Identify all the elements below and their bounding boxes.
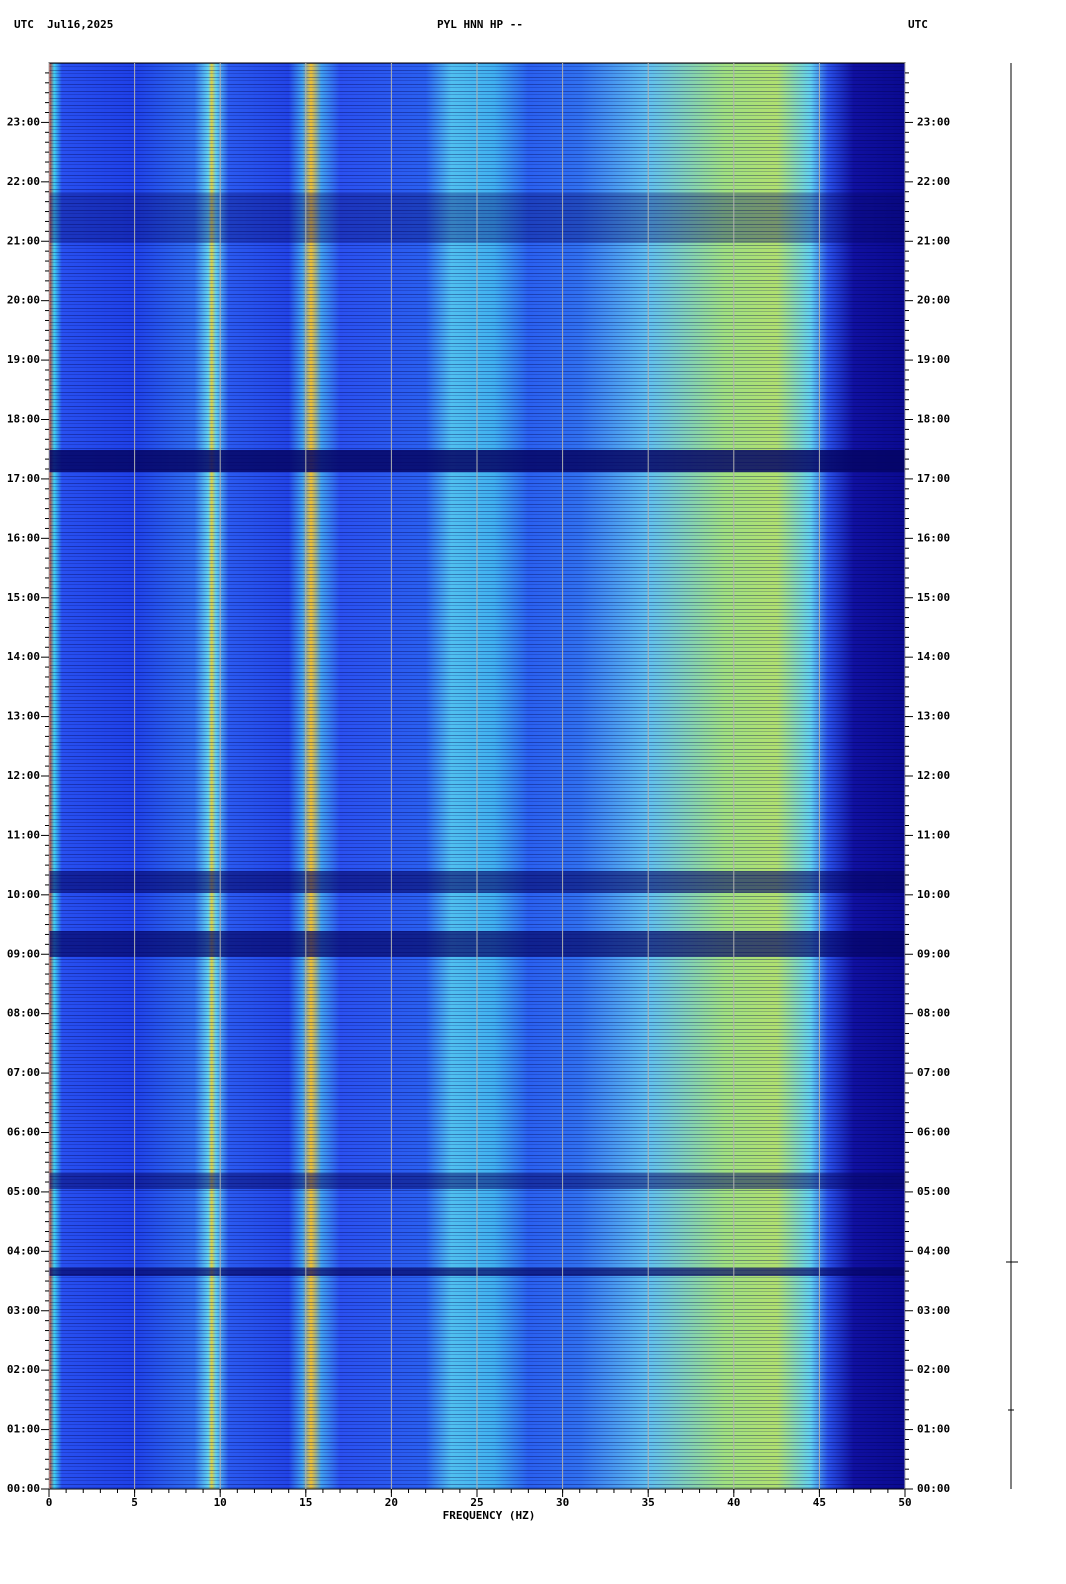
y-tick-label: 09:00 bbox=[7, 947, 40, 960]
y-tick-label: 16:00 bbox=[7, 531, 40, 544]
y-tick-label-right: 07:00 bbox=[917, 1066, 950, 1079]
y-tick-label: 14:00 bbox=[7, 650, 40, 663]
y-tick-label-right: 00:00 bbox=[917, 1482, 950, 1495]
y-tick-label-right: 02:00 bbox=[917, 1363, 950, 1376]
y-tick-label-right: 18:00 bbox=[917, 413, 950, 426]
x-tick-label: 20 bbox=[385, 1496, 398, 1509]
y-tick-label: 12:00 bbox=[7, 769, 40, 782]
y-tick-label-right: 08:00 bbox=[917, 1007, 950, 1020]
x-tick-label: 35 bbox=[642, 1496, 655, 1509]
y-tick-label: 08:00 bbox=[7, 1007, 40, 1020]
y-tick-label-right: 23:00 bbox=[917, 115, 950, 128]
y-tick-label-right: 20:00 bbox=[917, 294, 950, 307]
y-tick-label-right: 04:00 bbox=[917, 1244, 950, 1257]
x-tick-label: 0 bbox=[46, 1496, 53, 1509]
x-tick-label: 40 bbox=[727, 1496, 740, 1509]
x-tick-label: 45 bbox=[813, 1496, 826, 1509]
y-tick-label: 01:00 bbox=[7, 1423, 40, 1436]
chart-title: PYL HNN HP -- bbox=[437, 18, 523, 31]
y-tick-label-right: 03:00 bbox=[917, 1304, 950, 1317]
y-tick-label: 15:00 bbox=[7, 591, 40, 604]
y-tick-label-right: 01:00 bbox=[917, 1423, 950, 1436]
y-tick-label: 02:00 bbox=[7, 1363, 40, 1376]
y-tick-label-right: 11:00 bbox=[917, 828, 950, 841]
y-tick-label-right: 13:00 bbox=[917, 710, 950, 723]
y-tick-label-right: 14:00 bbox=[917, 650, 950, 663]
y-tick-label-right: 15:00 bbox=[917, 591, 950, 604]
y-tick-label-right: 22:00 bbox=[917, 175, 950, 188]
y-tick-label: 21:00 bbox=[7, 234, 40, 247]
y-tick-label: 11:00 bbox=[7, 828, 40, 841]
y-tick-label: 10:00 bbox=[7, 888, 40, 901]
title-left: UTC Jul16,2025 bbox=[14, 18, 113, 31]
y-tick-label: 06:00 bbox=[7, 1126, 40, 1139]
x-tick-label: 25 bbox=[470, 1496, 483, 1509]
y-tick-label-right: 12:00 bbox=[917, 769, 950, 782]
y-tick-label: 13:00 bbox=[7, 710, 40, 723]
y-tick-label: 20:00 bbox=[7, 294, 40, 307]
y-tick-label: 04:00 bbox=[7, 1244, 40, 1257]
y-tick-label-right: 16:00 bbox=[917, 531, 950, 544]
y-tick-label-right: 06:00 bbox=[917, 1126, 950, 1139]
x-tick-label: 50 bbox=[898, 1496, 911, 1509]
y-tick-label: 07:00 bbox=[7, 1066, 40, 1079]
x-axis-label: FREQUENCY (HZ) bbox=[443, 1509, 536, 1522]
x-tick-label: 5 bbox=[131, 1496, 138, 1509]
y-tick-label-right: 09:00 bbox=[917, 947, 950, 960]
y-tick-label-right: 05:00 bbox=[917, 1185, 950, 1198]
y-tick-label: 23:00 bbox=[7, 115, 40, 128]
y-tick-label: 00:00 bbox=[7, 1482, 40, 1495]
y-tick-label: 19:00 bbox=[7, 353, 40, 366]
x-tick-label: 15 bbox=[299, 1496, 312, 1509]
y-tick-label: 18:00 bbox=[7, 413, 40, 426]
y-tick-label: 03:00 bbox=[7, 1304, 40, 1317]
y-tick-label-right: 17:00 bbox=[917, 472, 950, 485]
y-tick-label: 05:00 bbox=[7, 1185, 40, 1198]
x-tick-label: 30 bbox=[556, 1496, 569, 1509]
y-tick-label-right: 21:00 bbox=[917, 234, 950, 247]
y-tick-label-right: 19:00 bbox=[917, 353, 950, 366]
x-tick-label: 10 bbox=[214, 1496, 227, 1509]
y-tick-label: 22:00 bbox=[7, 175, 40, 188]
title-right: UTC bbox=[908, 18, 928, 31]
y-tick-label: 17:00 bbox=[7, 472, 40, 485]
y-tick-label-right: 10:00 bbox=[917, 888, 950, 901]
